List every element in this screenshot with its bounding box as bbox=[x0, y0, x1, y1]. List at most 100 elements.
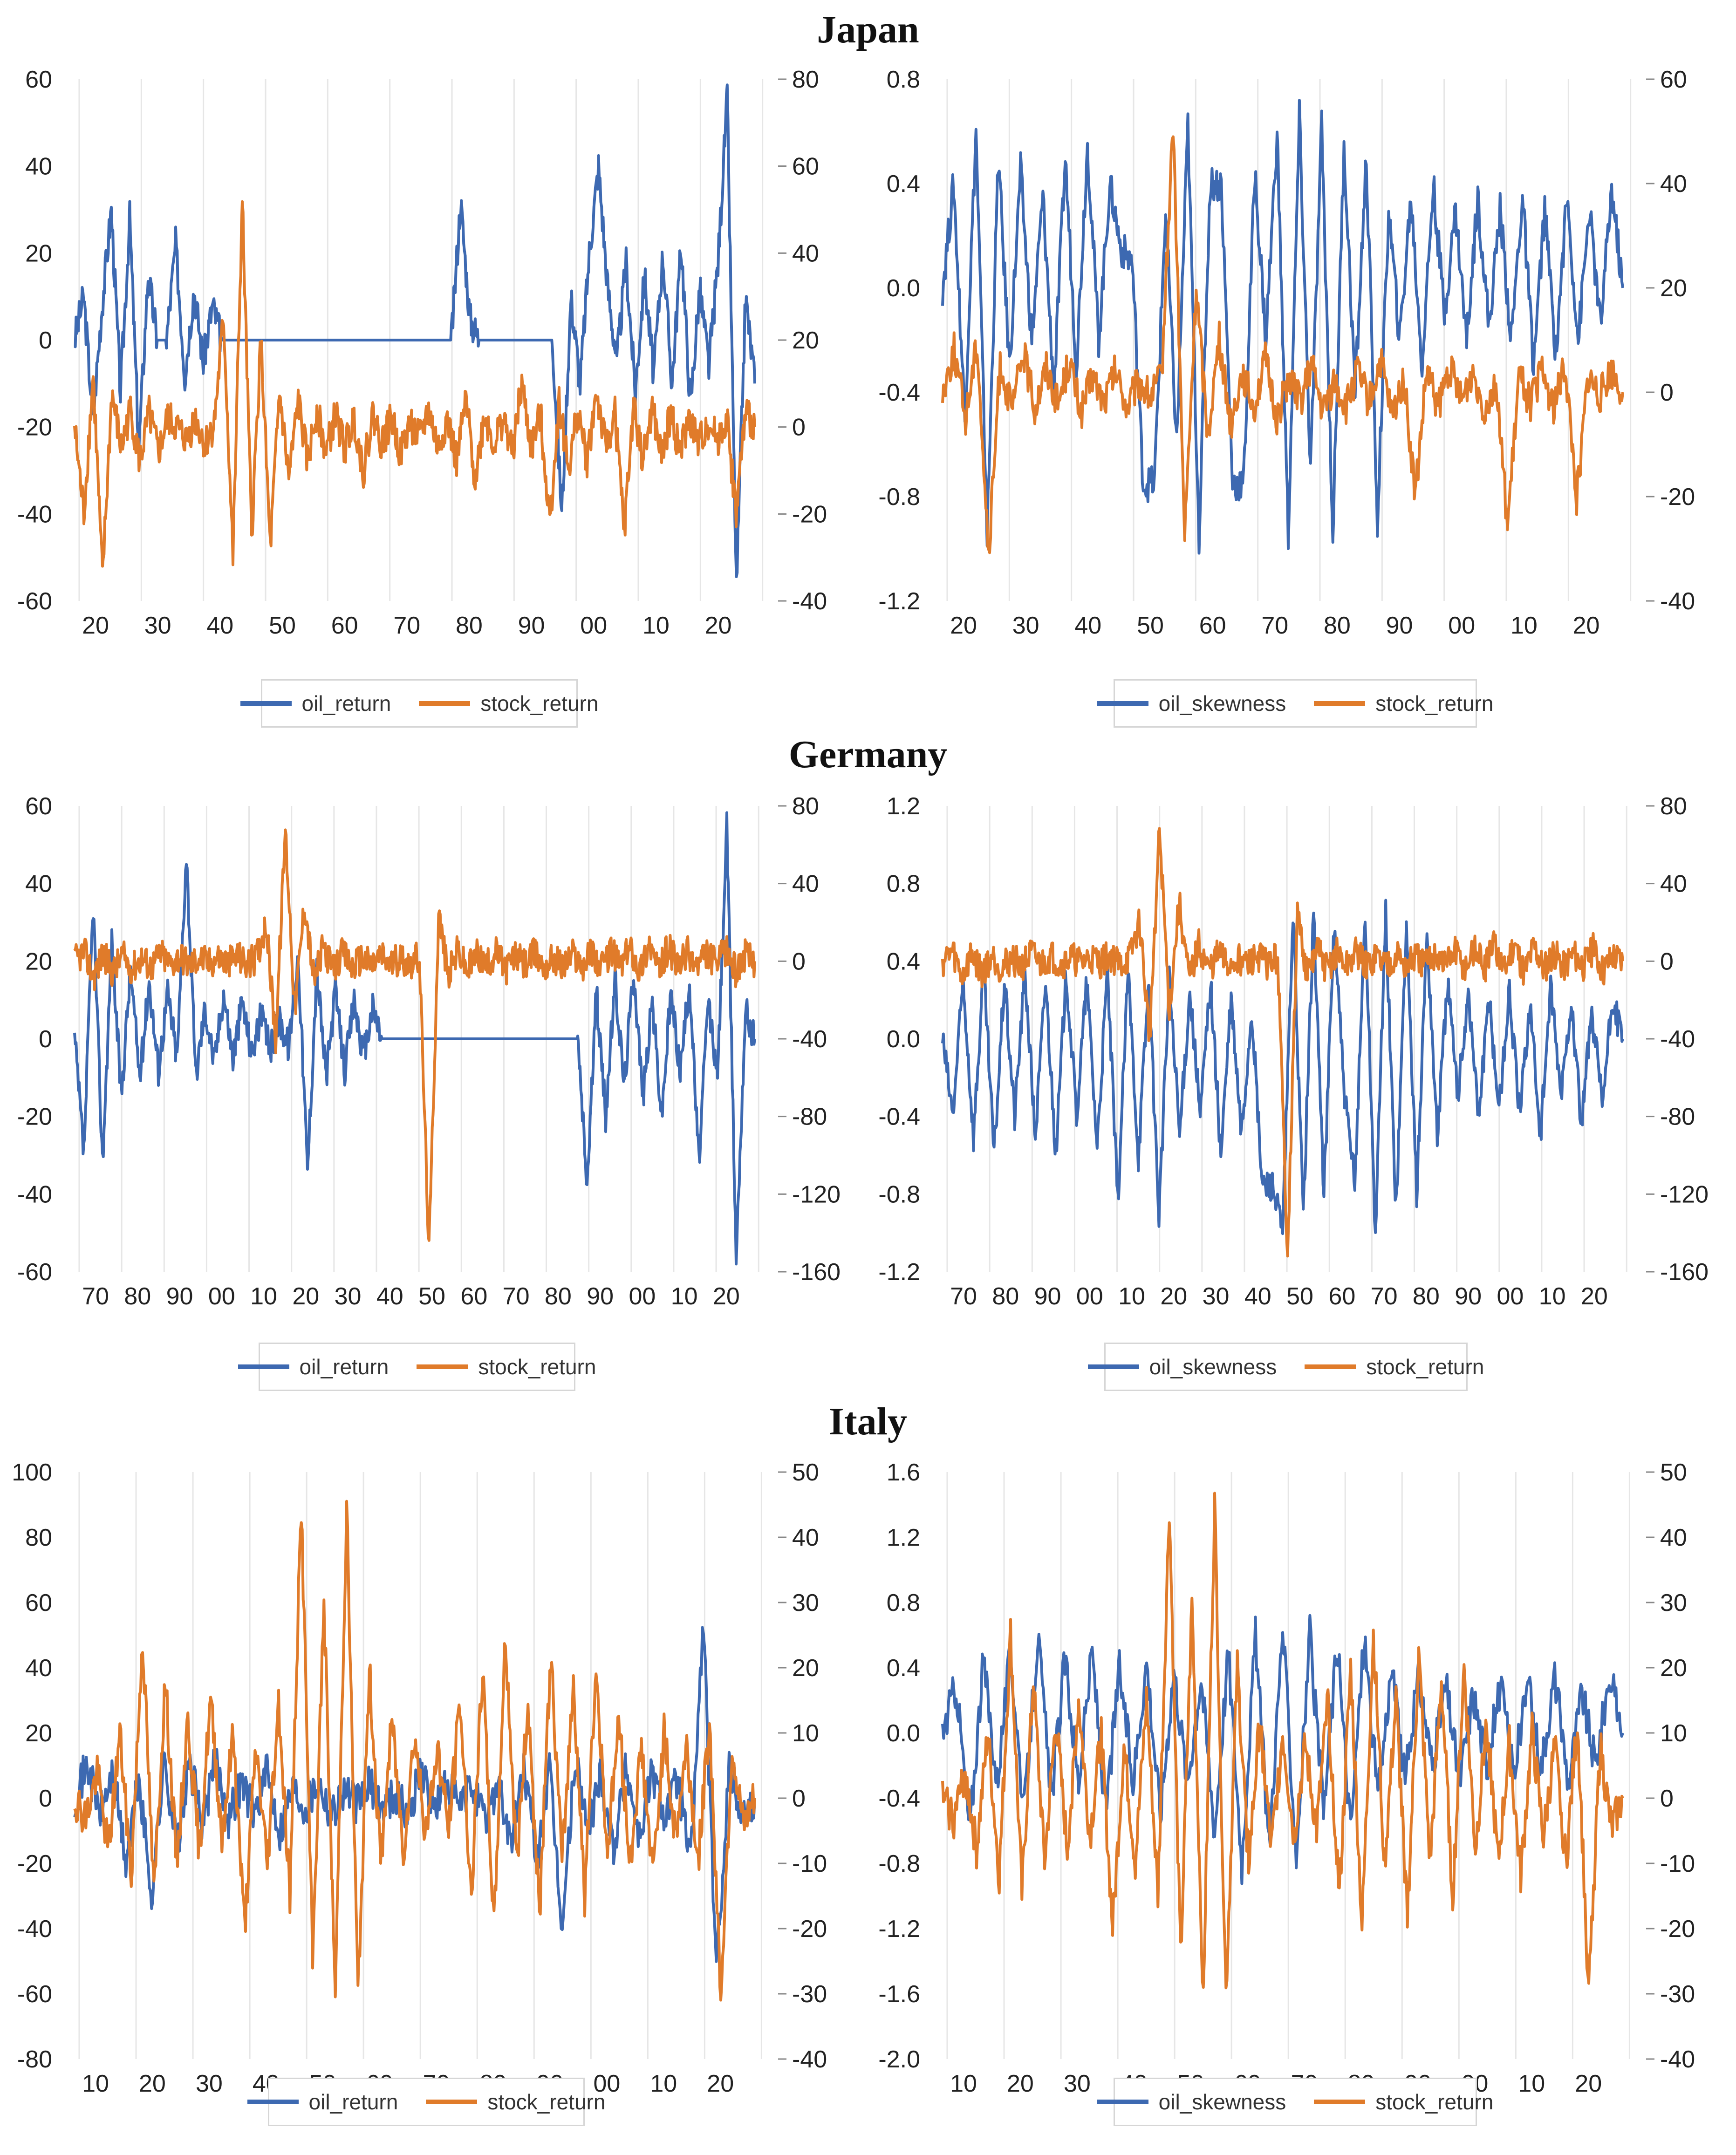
right-tick-label: -40 bbox=[792, 588, 827, 615]
series-line-stock-return bbox=[73, 1500, 756, 2002]
right-tick-label: 40 bbox=[792, 240, 819, 267]
right-tick-label: -120 bbox=[1660, 1181, 1709, 1208]
right-tick-label: -20 bbox=[792, 501, 827, 528]
legend-item-stock-return: stock_return bbox=[419, 691, 598, 716]
right-tick-label: 0 bbox=[1660, 948, 1674, 975]
legend-swatch-orange bbox=[417, 1364, 468, 1369]
x-tick-label: 70 bbox=[503, 1283, 530, 1310]
series-line-oil-skewness bbox=[941, 99, 1624, 555]
x-tick-label: 10 bbox=[650, 2070, 677, 2097]
x-tick-label: 10 bbox=[1518, 2070, 1545, 2097]
x-tick-label: 30 bbox=[144, 612, 171, 639]
right-tick-label: -40 bbox=[1660, 588, 1695, 615]
left-tick-label: -0.4 bbox=[878, 1785, 920, 1812]
right-tick-label: -40 bbox=[1660, 1026, 1695, 1053]
x-tick-label: 20 bbox=[139, 2070, 166, 2097]
left-tick-label: 100 bbox=[12, 1459, 52, 1486]
legend-swatch-orange bbox=[1314, 2100, 1366, 2104]
left-tick-label: 20 bbox=[25, 1720, 52, 1747]
chart-svg: 0.8 0.4 0.0 -0.4 -0.8 -1.2 60 40 20 0 -20 -40 20 30 40… bbox=[878, 66, 1695, 639]
left-tick-label: 80 bbox=[25, 1524, 52, 1551]
left-tick-label: -0.4 bbox=[878, 1104, 920, 1131]
legend-item-stock-return: stock_return bbox=[417, 1354, 596, 1379]
x-tick-label: 00 bbox=[1497, 1283, 1524, 1310]
x-tick-label: 30 bbox=[335, 1283, 362, 1310]
x-tick-label: 90 bbox=[166, 1283, 193, 1310]
x-tick-label: 40 bbox=[206, 612, 233, 639]
right-tick-label: 80 bbox=[1660, 793, 1687, 820]
left-tick-label: 40 bbox=[25, 1655, 52, 1682]
right-tick-label: 30 bbox=[792, 1589, 819, 1616]
x-tick-label: 30 bbox=[1203, 1283, 1230, 1310]
x-tick-label: 00 bbox=[1076, 1283, 1103, 1310]
series-line-stock-return bbox=[941, 135, 1624, 554]
legend-label: oil_return bbox=[308, 2090, 398, 2114]
right-tick-label: 60 bbox=[1660, 66, 1687, 93]
left-tick-label: -60 bbox=[17, 1981, 52, 2008]
left-tick-label: 20 bbox=[25, 948, 52, 975]
legend-label: oil_skewness bbox=[1158, 691, 1286, 716]
x-tick-label: 70 bbox=[82, 1283, 109, 1310]
x-tick-label: 00 bbox=[629, 1283, 656, 1310]
x-tick-label: 80 bbox=[124, 1283, 151, 1310]
legend-germany-left: oil_return stock_return bbox=[238, 1343, 596, 1391]
legend-italy-left: oil_return stock_return bbox=[247, 2078, 605, 2126]
legend-label: stock_return bbox=[480, 691, 599, 716]
left-tick-label: -20 bbox=[17, 1850, 52, 1877]
x-tick-label: 40 bbox=[1074, 612, 1101, 639]
x-tick-label: 80 bbox=[456, 612, 483, 639]
legend-label: oil_return bbox=[299, 1355, 389, 1379]
legend-item-oil-skewness: oil_skewness bbox=[1087, 1354, 1277, 1379]
legend-label: oil_skewness bbox=[1149, 1355, 1277, 1379]
section-title-japan: Japan bbox=[817, 8, 919, 51]
left-tick-label: -80 bbox=[17, 2046, 52, 2073]
chart-japan-oil-skewness: 0.8 0.4 0.0 -0.4 -0.8 -1.2 60 40 20 0 -20 -40 20 30 40… bbox=[868, 61, 1736, 657]
right-tick-label: 40 bbox=[1660, 170, 1687, 198]
left-tick-label: 0 bbox=[39, 327, 52, 354]
right-tick-label: 40 bbox=[1660, 1524, 1687, 1551]
left-tick-label: -20 bbox=[17, 414, 52, 441]
right-tick-label: 60 bbox=[792, 153, 819, 180]
legend-label: stock_return bbox=[1375, 2090, 1494, 2114]
x-tick-label: 20 bbox=[705, 612, 732, 639]
left-tick-label: -2.0 bbox=[878, 2046, 920, 2073]
x-tick-label: 10 bbox=[671, 1283, 698, 1310]
chart-svg: 1.6 1.2 0.8 0.4 0.0 -0.4 -0.8 -1.2 -1.6 -2.0 50 40 3… bbox=[878, 1459, 1695, 2097]
right-tick-label: 50 bbox=[792, 1459, 819, 1486]
left-tick-label: 0.8 bbox=[887, 1589, 920, 1616]
left-tick-label: 0.4 bbox=[887, 170, 920, 198]
legend-japan-right: oil_skewness stock_return bbox=[1097, 679, 1493, 728]
x-tick-label: 60 bbox=[331, 612, 358, 639]
x-tick-label: 60 bbox=[1328, 1283, 1355, 1310]
right-tick-label: 0 bbox=[1660, 379, 1674, 406]
left-tick-label: 0.8 bbox=[887, 66, 920, 93]
left-tick-label: 0.0 bbox=[887, 1720, 920, 1747]
right-tick-label: 10 bbox=[1660, 1720, 1687, 1747]
x-tick-label: 20 bbox=[82, 612, 109, 639]
x-tick-label: 10 bbox=[642, 612, 670, 639]
right-tick-label: 20 bbox=[792, 1655, 819, 1682]
right-tick-label: -120 bbox=[792, 1181, 841, 1208]
x-tick-label: 10 bbox=[950, 2070, 977, 2097]
section-title-germany: Germany bbox=[788, 733, 948, 776]
left-tick-label: -20 bbox=[17, 1104, 52, 1131]
legend-label: stock_return bbox=[478, 1355, 596, 1379]
left-tick-label: -60 bbox=[17, 1259, 52, 1286]
series-line-oil-return bbox=[74, 83, 756, 578]
x-tick-label: 70 bbox=[393, 612, 420, 639]
right-tick-label: 0 bbox=[792, 948, 806, 975]
left-tick-label: -0.8 bbox=[878, 484, 920, 511]
left-tick-label: -1.6 bbox=[878, 1981, 920, 2008]
x-tick-label: 00 bbox=[593, 2070, 620, 2097]
right-tick-label: 20 bbox=[792, 327, 819, 354]
right-tick-label: 0 bbox=[792, 414, 806, 441]
legend-swatch-orange bbox=[1314, 701, 1366, 706]
legend-swatch-blue bbox=[238, 1364, 289, 1369]
x-tick-label: 80 bbox=[545, 1283, 572, 1310]
x-tick-label: 90 bbox=[1034, 1283, 1061, 1310]
x-tick-label: 10 bbox=[1539, 1283, 1566, 1310]
right-tick-label: 10 bbox=[792, 1720, 819, 1747]
right-tick-label: -80 bbox=[1660, 1104, 1695, 1131]
right-tick-label: 0 bbox=[1660, 1785, 1674, 1812]
legend-item-oil-skewness: oil_skewness bbox=[1097, 691, 1286, 716]
